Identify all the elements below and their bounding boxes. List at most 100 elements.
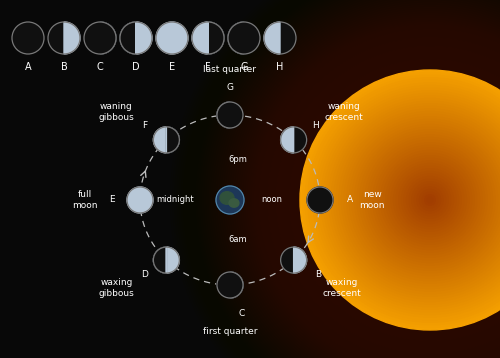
Circle shape: [412, 182, 448, 218]
Circle shape: [192, 22, 224, 54]
Circle shape: [12, 22, 44, 54]
Circle shape: [321, 91, 500, 309]
Wedge shape: [280, 127, 293, 153]
Circle shape: [272, 42, 500, 358]
Text: F: F: [205, 62, 211, 72]
Circle shape: [378, 148, 482, 252]
Circle shape: [256, 26, 500, 358]
Circle shape: [278, 48, 500, 352]
Ellipse shape: [217, 102, 243, 128]
Text: A: A: [24, 62, 32, 72]
Circle shape: [285, 55, 500, 345]
Circle shape: [396, 166, 464, 234]
Circle shape: [276, 46, 500, 354]
Circle shape: [350, 120, 500, 281]
Circle shape: [154, 247, 180, 273]
Ellipse shape: [84, 22, 116, 54]
Circle shape: [120, 22, 152, 54]
Circle shape: [404, 174, 456, 226]
Text: E: E: [169, 62, 175, 72]
Text: G: G: [226, 82, 234, 92]
Circle shape: [422, 192, 438, 208]
Circle shape: [307, 187, 333, 213]
Wedge shape: [264, 22, 280, 54]
Circle shape: [248, 18, 500, 358]
Circle shape: [280, 50, 500, 349]
Text: 6pm: 6pm: [228, 155, 248, 164]
Wedge shape: [120, 22, 136, 54]
Text: C: C: [96, 62, 103, 72]
Circle shape: [228, 0, 500, 358]
Text: waxing
crescent: waxing crescent: [322, 278, 361, 298]
Circle shape: [154, 127, 180, 153]
Text: new
moon: new moon: [359, 190, 385, 210]
Circle shape: [263, 33, 500, 358]
Circle shape: [380, 151, 480, 250]
Ellipse shape: [228, 22, 260, 54]
Circle shape: [383, 153, 477, 247]
Circle shape: [192, 22, 224, 54]
Text: F: F: [142, 121, 147, 130]
Circle shape: [399, 169, 461, 231]
Circle shape: [246, 16, 500, 358]
Circle shape: [274, 44, 500, 356]
Circle shape: [156, 22, 188, 54]
Circle shape: [259, 29, 500, 358]
Wedge shape: [294, 247, 306, 273]
Circle shape: [233, 3, 500, 358]
Circle shape: [391, 161, 469, 239]
Circle shape: [344, 114, 500, 286]
Circle shape: [217, 102, 243, 128]
Text: midnight: midnight: [156, 195, 194, 204]
Circle shape: [154, 247, 180, 273]
Circle shape: [244, 14, 500, 358]
Circle shape: [127, 187, 153, 213]
Circle shape: [373, 143, 487, 257]
Circle shape: [305, 75, 500, 325]
Circle shape: [154, 127, 180, 153]
Circle shape: [216, 186, 244, 214]
Circle shape: [217, 272, 243, 298]
Text: 6am: 6am: [228, 236, 248, 245]
Circle shape: [362, 132, 498, 267]
Circle shape: [294, 63, 500, 337]
Circle shape: [352, 122, 500, 278]
Circle shape: [388, 158, 471, 242]
Circle shape: [250, 20, 500, 358]
Circle shape: [409, 179, 451, 221]
Wedge shape: [217, 102, 230, 128]
Circle shape: [289, 59, 500, 341]
Wedge shape: [228, 22, 244, 54]
Circle shape: [331, 101, 500, 299]
Text: D: D: [132, 62, 140, 72]
Text: C: C: [239, 309, 245, 318]
Circle shape: [292, 61, 500, 339]
Text: full
moon: full moon: [72, 190, 98, 210]
Circle shape: [296, 66, 500, 334]
Text: first quarter: first quarter: [203, 326, 257, 335]
Circle shape: [300, 70, 500, 330]
Circle shape: [328, 98, 500, 301]
Circle shape: [326, 96, 500, 304]
Circle shape: [425, 195, 435, 205]
Circle shape: [376, 145, 484, 255]
Wedge shape: [166, 127, 179, 153]
Circle shape: [280, 127, 306, 153]
Wedge shape: [230, 272, 243, 298]
Circle shape: [156, 22, 188, 54]
Circle shape: [406, 176, 454, 223]
Circle shape: [48, 22, 80, 54]
Wedge shape: [64, 22, 80, 54]
Circle shape: [386, 156, 474, 244]
Text: D: D: [141, 270, 148, 279]
Circle shape: [282, 53, 500, 347]
Ellipse shape: [229, 199, 239, 207]
Circle shape: [254, 24, 500, 358]
Circle shape: [417, 187, 443, 213]
Circle shape: [224, 0, 500, 358]
Circle shape: [302, 73, 500, 328]
Circle shape: [365, 135, 495, 265]
Text: last quarter: last quarter: [204, 64, 256, 73]
Circle shape: [264, 22, 296, 54]
Circle shape: [420, 190, 440, 211]
